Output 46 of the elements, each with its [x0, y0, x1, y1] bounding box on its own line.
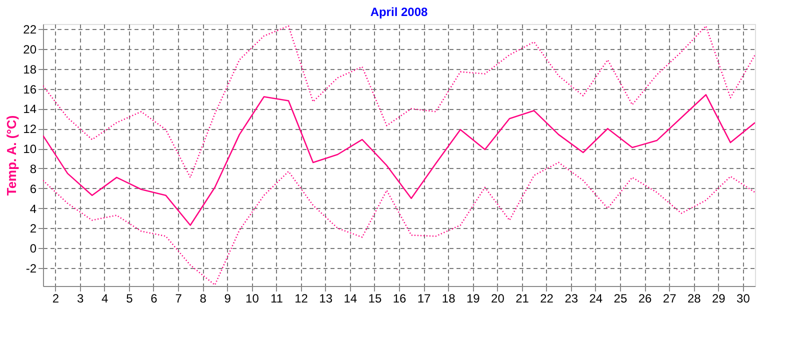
y-axis-title: Temp. A. (°C)	[4, 115, 20, 196]
y-tick-label: 14	[23, 102, 37, 116]
chart-title: April 2008	[370, 4, 428, 19]
x-tick-label: 13	[319, 292, 333, 306]
x-tick-label: 10	[246, 292, 260, 306]
x-tick-label: 9	[224, 292, 232, 306]
x-tick-label: 8	[200, 292, 207, 306]
x-tick-label: 17	[417, 292, 432, 306]
x-tick-label: 20	[491, 292, 505, 306]
x-tick-label: 12	[294, 292, 308, 306]
x-tick-label: 30	[736, 292, 750, 306]
line-series	[43, 25, 755, 178]
y-tick-label: 0	[30, 242, 37, 256]
x-tick-label: 6	[150, 292, 158, 306]
x-tick-label: 26	[638, 292, 652, 306]
x-tick-label: 15	[368, 292, 382, 306]
y-tick-label: 6	[30, 182, 37, 196]
y-tick-label: 2	[30, 222, 37, 236]
y-tick-label: 22	[23, 22, 37, 36]
x-tick-label: 24	[589, 292, 603, 306]
x-tick-label: 19	[466, 292, 480, 306]
x-tick-label: 7	[175, 292, 182, 306]
x-tick-label: 23	[564, 292, 578, 306]
y-tick-label: 16	[23, 82, 37, 96]
y-tick-label: 8	[30, 162, 37, 176]
x-tick-label: 22	[540, 292, 554, 306]
y-tick-label: 12	[23, 122, 37, 136]
x-tick-label: 21	[516, 292, 530, 306]
x-tick-label: 16	[392, 292, 406, 306]
x-tick-label: 2	[52, 292, 60, 306]
x-tick-label: 18	[442, 292, 456, 306]
x-tick-label: 28	[687, 292, 702, 306]
x-tick-label: 11	[270, 292, 284, 306]
line-series	[43, 94, 755, 226]
x-tick-label: 3	[76, 292, 84, 306]
x-tick-label: 29	[712, 292, 726, 306]
x-tick-label: 14	[344, 292, 358, 306]
x-tick-label: 25	[614, 292, 628, 306]
x-tick-label: 27	[662, 292, 677, 306]
x-tick-label: 4	[102, 292, 109, 306]
x-tick-label: 5	[126, 292, 134, 306]
y-tick-label: 10	[23, 142, 37, 156]
y-tick-label: 20	[23, 42, 37, 56]
y-tick-label: 4	[30, 202, 37, 216]
y-tick-label: -2	[26, 262, 37, 276]
y-tick-label: 18	[23, 62, 37, 76]
